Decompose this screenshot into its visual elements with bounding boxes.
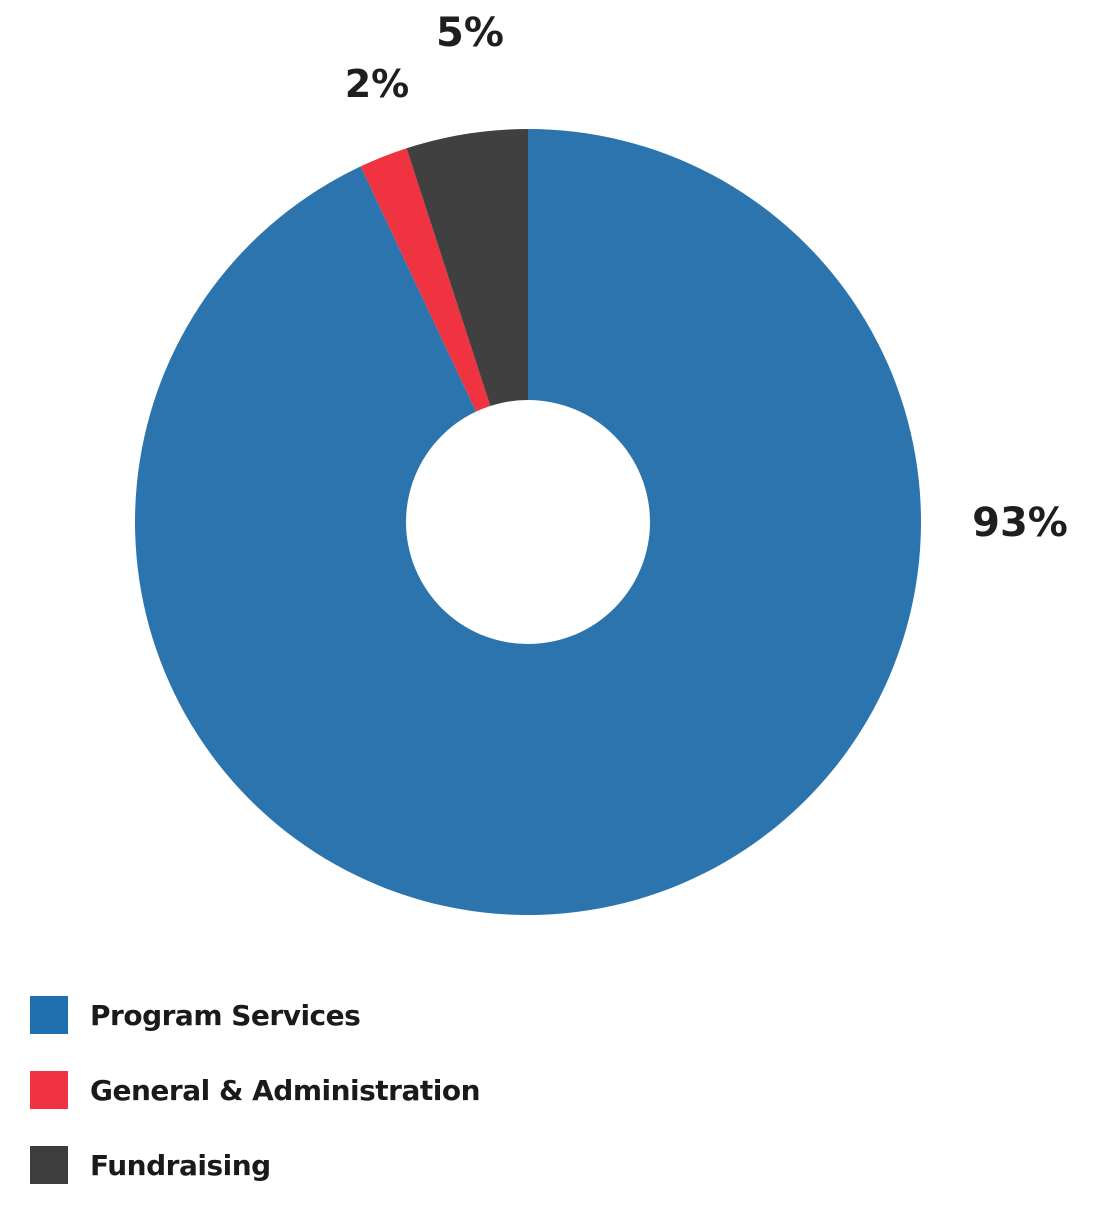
legend-item-program-services: Program Services (30, 995, 480, 1035)
donut-hole (406, 400, 650, 644)
legend-label-fundraising: Fundraising (90, 1148, 271, 1182)
slice-label-program-services: 93% (972, 500, 1068, 546)
legend-item-general-administration: General & Administration (30, 1070, 481, 1110)
slice-labels: 93% 2% 5% (345, 10, 1068, 546)
legend-label-general-administration: General & Administration (90, 1073, 481, 1107)
legend: Program Services General & Administratio… (30, 995, 481, 1220)
legend-item-fundraising: Fundraising (30, 1145, 480, 1185)
slice-label-general-administration: 2% (345, 62, 410, 106)
legend-label-program-services: Program Services (90, 998, 361, 1032)
legend-swatch-program-services (30, 996, 68, 1034)
legend-swatch-fundraising (30, 1146, 68, 1184)
legend-swatch-general-administration (30, 1071, 68, 1109)
slice-label-fundraising: 5% (436, 10, 504, 56)
donut-chart: 93% 2% 5% (134, 10, 1068, 915)
